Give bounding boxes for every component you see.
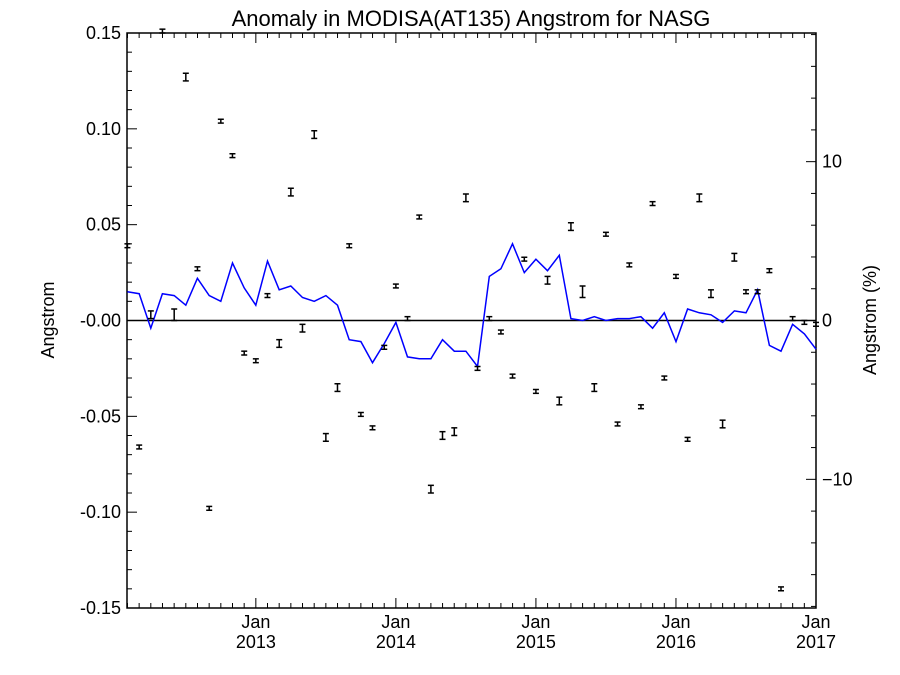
x-tick-year: 2014: [376, 632, 416, 652]
y-tick-label: -0.15: [80, 598, 121, 618]
y-right-tick-label: 0: [822, 311, 832, 331]
plot-area: 0.15 0.10 0.05 -0.00 -0.05 -0.10 -0.15 10 0 −10 Ja…: [80, 23, 853, 652]
x-tick-month: Jan: [241, 612, 270, 632]
y-axis-label: Angstrom: [38, 281, 58, 358]
x-tick-month: Jan: [801, 612, 830, 632]
y-right-tick-label: −10: [822, 469, 853, 489]
x-tick-year: 2013: [236, 632, 276, 652]
x-tick-month: Jan: [381, 612, 410, 632]
y-axis-right-label: Angstrom (%): [860, 265, 880, 375]
y-tick-label: -0.10: [80, 502, 121, 522]
y-tick-label: 0.10: [86, 119, 121, 139]
y-tick-label: -0.05: [80, 406, 121, 426]
x-tick-month: Jan: [661, 612, 690, 632]
chart-title: Anomaly in MODISA(AT135) Angstrom for NA…: [232, 6, 711, 31]
x-tick-year: 2017: [796, 632, 836, 652]
y-tick-label: 0.05: [86, 215, 121, 235]
x-tick-month: Jan: [521, 612, 550, 632]
series-line: [127, 241, 817, 369]
y-tick-label: -0.00: [80, 311, 121, 331]
y-tick-label: 0.15: [86, 23, 121, 43]
x-tick-year: 2016: [656, 632, 696, 652]
y-right-tick-label: 10: [822, 152, 842, 172]
x-tick-year: 2015: [516, 632, 556, 652]
